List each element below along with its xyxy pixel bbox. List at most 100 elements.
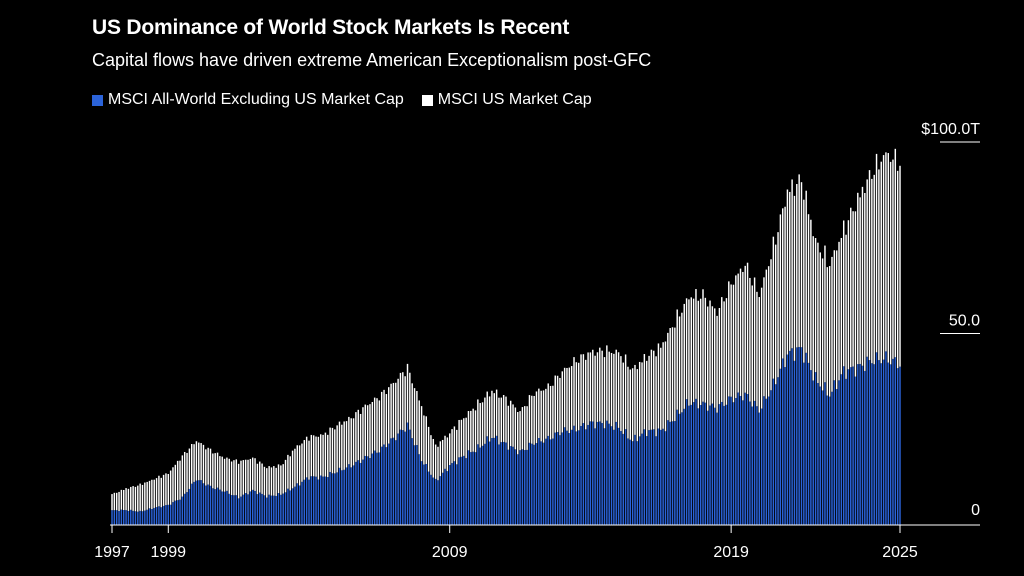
bar-ex-us: [397, 433, 399, 525]
bar-ex-us: [453, 461, 456, 525]
bar-us: [434, 444, 437, 479]
bar-ex-us: [312, 476, 315, 525]
bar-us: [369, 404, 371, 459]
bar-ex-us: [706, 410, 709, 525]
bar-ex-us: [714, 407, 716, 525]
bar-us: [385, 394, 388, 448]
bar-us: [779, 214, 782, 369]
bar-ex-us: [603, 428, 606, 525]
bar-us: [439, 441, 442, 477]
bar-ex-us: [359, 462, 362, 525]
bar-us: [857, 192, 859, 365]
bar-ex-us: [226, 490, 228, 525]
bar-ex-us: [127, 510, 130, 525]
bar-ex-us: [294, 486, 296, 525]
bar-us: [268, 466, 270, 495]
bar-us: [549, 385, 552, 440]
bar-us: [805, 190, 807, 353]
bar-ex-us: [758, 412, 761, 525]
bar-ex-us: [451, 463, 453, 525]
bar-us: [570, 366, 573, 430]
bar-us: [873, 174, 875, 365]
bar-us: [542, 390, 545, 443]
bar-ex-us: [662, 428, 664, 525]
bar-ex-us: [500, 442, 503, 525]
bar-ex-us: [857, 364, 859, 525]
bar-ex-us: [369, 458, 371, 525]
bar-us: [505, 396, 507, 443]
bar-us: [338, 421, 341, 468]
bar-us: [763, 277, 765, 397]
bar-us: [725, 298, 728, 405]
bar-ex-us: [657, 428, 660, 525]
bar-us: [728, 281, 730, 397]
bar-ex-us: [833, 380, 836, 525]
bar-us: [814, 238, 817, 373]
bar-ex-us: [739, 395, 742, 525]
bar-us: [193, 444, 195, 482]
bar-us: [842, 220, 845, 367]
bar-ex-us: [552, 438, 554, 525]
bar-us: [502, 394, 505, 442]
bar-ex-us: [765, 398, 768, 525]
bar-ex-us: [298, 485, 301, 525]
bar-ex-us: [615, 421, 617, 525]
bar-ex-us: [840, 374, 843, 525]
bar-us: [395, 382, 397, 441]
bar-ex-us: [744, 392, 746, 525]
bar-us: [803, 199, 805, 363]
bar-us: [669, 328, 671, 422]
bar-us: [430, 435, 432, 475]
bar-ex-us: [183, 493, 186, 525]
bar-us: [392, 382, 395, 438]
bar-us: [800, 182, 803, 348]
bar-ex-us: [540, 441, 542, 525]
bar-us: [791, 179, 793, 349]
x-tick-label: 2019: [713, 544, 749, 561]
x-tick-label: 2009: [432, 544, 468, 561]
bar-us: [840, 237, 843, 375]
bar-ex-us: [174, 500, 177, 525]
bar-us: [477, 399, 479, 445]
bar-us: [556, 375, 559, 433]
bar-us: [169, 470, 172, 505]
bar-ex-us: [753, 400, 756, 525]
bar-us: [524, 406, 526, 451]
bar-ex-us: [305, 477, 308, 525]
bar-us: [850, 207, 852, 368]
bar-ex-us: [266, 497, 268, 525]
bar-us: [615, 349, 617, 422]
bar-ex-us: [420, 461, 423, 525]
bar-ex-us: [737, 392, 739, 525]
bar-ex-us: [636, 441, 639, 525]
bar-us: [479, 403, 481, 448]
bar-us: [322, 434, 324, 477]
bar-ex-us: [577, 430, 580, 525]
y-axis: 0 50.0 $100.0T: [921, 121, 980, 519]
bar-us: [198, 442, 200, 481]
bar-ex-us: [716, 412, 718, 525]
bar-ex-us: [580, 425, 582, 525]
bar-us: [753, 277, 756, 401]
bar-ex-us: [613, 429, 615, 525]
bar-ex-us: [320, 475, 322, 525]
bar-us: [789, 191, 791, 351]
bar-us: [629, 369, 632, 440]
bar-ex-us: [289, 490, 291, 525]
bar-ex-us: [770, 390, 772, 525]
bar-us: [735, 275, 737, 399]
bar-us: [242, 460, 245, 495]
legend-swatch-us: [421, 94, 433, 106]
bar-us: [582, 354, 585, 424]
bar-ex-us: [892, 358, 894, 525]
bar-ex-us: [859, 363, 861, 525]
bar-ex-us: [247, 494, 249, 525]
chart-title: US Dominance of World Stock Markets Is R…: [92, 16, 570, 39]
bar-us: [500, 397, 503, 443]
bar-ex-us: [887, 362, 889, 525]
bar-us: [580, 354, 582, 426]
bar-ex-us: [331, 473, 334, 525]
bar-us: [498, 397, 500, 445]
bar-ex-us: [460, 456, 463, 525]
bar-us: [388, 387, 390, 444]
